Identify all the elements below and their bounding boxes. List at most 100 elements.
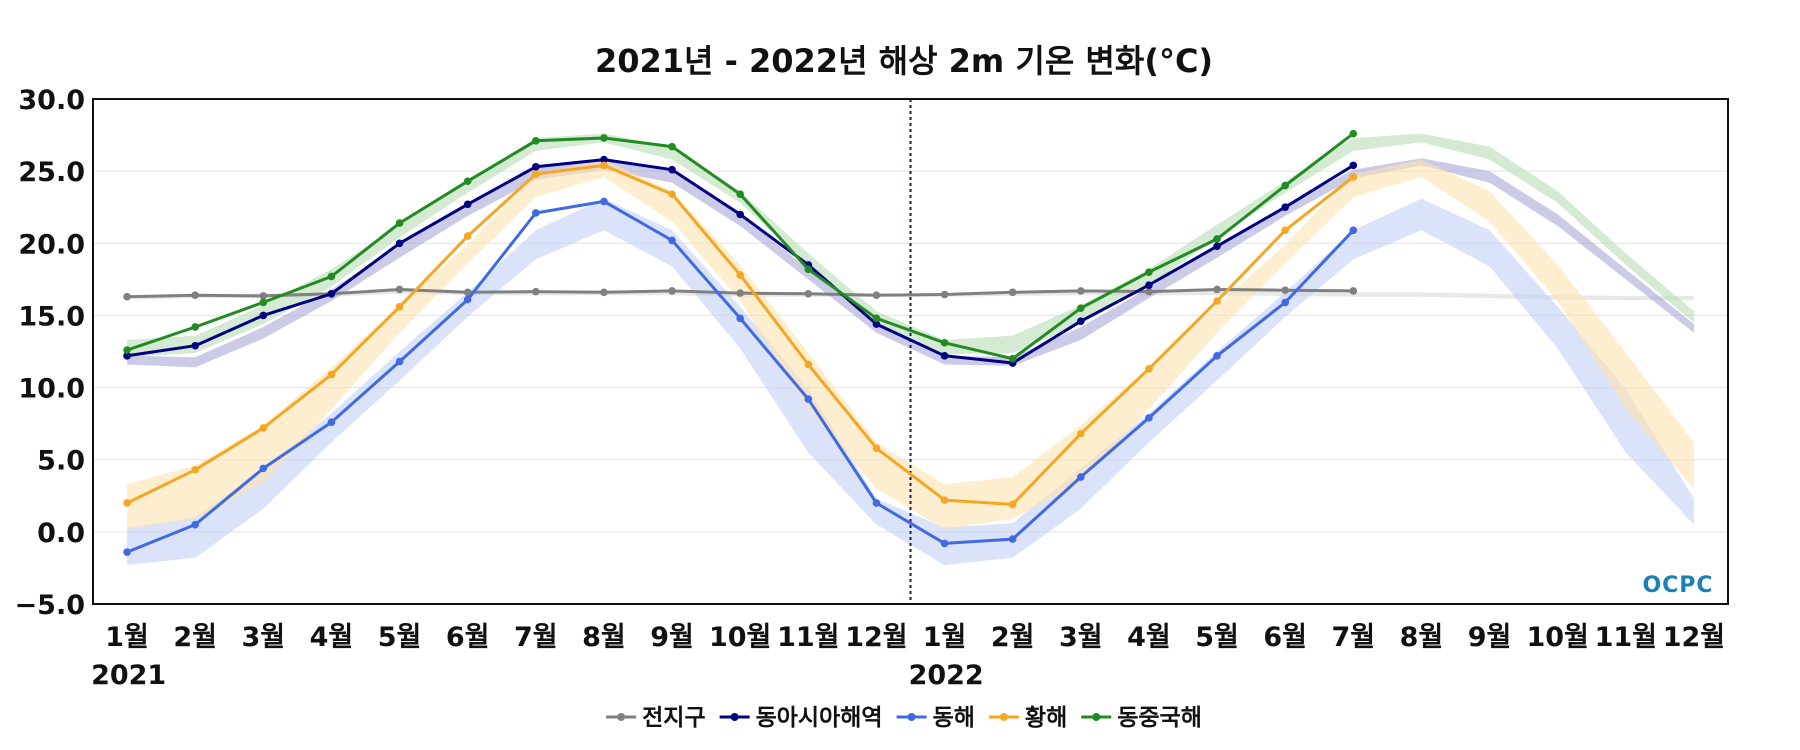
data-point	[1281, 226, 1289, 235]
x-tick-label: 9월	[1468, 622, 1512, 653]
ocpc-logo-text: OCPC	[1642, 573, 1713, 598]
x-tick-label: 7월	[1331, 622, 1375, 653]
data-point	[532, 209, 540, 217]
data-point	[872, 444, 881, 452]
data-point	[1281, 203, 1289, 212]
data-point	[668, 236, 676, 245]
x-tick-label: 12월	[1663, 622, 1725, 653]
data-point	[1077, 304, 1085, 313]
data-point	[1213, 242, 1221, 250]
legend-item: 동아시아해역	[719, 705, 883, 731]
ocpc-logo: OCPC	[1642, 573, 1713, 598]
x-tick-label: 9월	[650, 622, 694, 653]
data-point	[1077, 317, 1085, 326]
chart-title: 2021년 - 2022년 해상 2m 기온 변화(°C)	[595, 42, 1213, 80]
y-axis-ticks: 30.0 25.0 20.0 15.0 10.0 5.0 0.0 −5.0	[15, 85, 85, 621]
legend-swatch-marker	[999, 713, 1008, 721]
data-point	[395, 357, 404, 366]
x-tick-label: 12월	[845, 622, 907, 653]
data-point	[259, 298, 268, 307]
data-point	[123, 548, 131, 556]
data-point	[1349, 287, 1358, 295]
x-tick-label: 11월	[777, 622, 839, 653]
data-point	[872, 291, 881, 300]
data-point	[1145, 281, 1153, 289]
data-point	[940, 290, 949, 299]
legend-item: 동해	[896, 705, 975, 731]
legend-label: 동아시아해역	[756, 705, 883, 731]
data-point	[668, 142, 676, 151]
data-point	[940, 352, 949, 360]
data-point	[259, 424, 268, 432]
data-point	[463, 232, 472, 240]
x-tick-label: 11월	[1595, 622, 1657, 653]
data-point	[668, 287, 676, 295]
year-labels: 2021 2022	[91, 660, 984, 691]
data-point	[600, 161, 608, 170]
data-point	[532, 287, 540, 296]
data-point	[804, 289, 813, 298]
data-point	[1281, 286, 1289, 294]
data-point	[532, 170, 540, 178]
legend-swatch-marker	[730, 713, 739, 721]
data-point	[872, 320, 881, 328]
x-tick-label: 7월	[514, 622, 558, 653]
data-point	[327, 370, 336, 379]
data-point	[940, 339, 949, 347]
data-point	[123, 499, 131, 507]
data-point	[191, 341, 199, 350]
legend-item: 황해	[988, 705, 1067, 731]
data-point	[940, 496, 949, 504]
data-point	[191, 323, 199, 331]
data-point	[1008, 288, 1017, 297]
data-point	[395, 219, 404, 227]
data-point	[600, 134, 608, 142]
y-tick-label: −5.0	[15, 590, 85, 621]
data-point	[1213, 285, 1221, 294]
x-tick-label: 1월	[923, 622, 967, 653]
data-point	[395, 285, 404, 294]
data-point	[736, 314, 744, 323]
data-point	[191, 520, 199, 529]
data-point	[191, 466, 199, 474]
data-point	[1077, 429, 1085, 438]
data-point	[1145, 268, 1153, 276]
series-동중국해	[123, 129, 1358, 363]
data-point	[1349, 226, 1358, 235]
y-tick-label: 10.0	[18, 374, 85, 405]
data-point	[395, 302, 404, 311]
data-point	[1349, 129, 1358, 138]
legend-swatch-marker	[907, 713, 916, 721]
data-point	[1008, 354, 1017, 363]
y-tick-label: 20.0	[18, 229, 85, 260]
x-tick-label: 5월	[1195, 622, 1239, 653]
data-point	[327, 272, 336, 281]
legend: 전지구 동아시아해역 동해 황해 동중국해	[606, 705, 1202, 731]
data-point	[1213, 352, 1221, 360]
y-tick-label: 15.0	[18, 301, 85, 332]
data-point	[668, 190, 676, 199]
data-point	[1281, 298, 1289, 307]
data-point	[736, 210, 744, 219]
data-point	[1349, 161, 1358, 170]
x-tick-label: 8월	[1400, 622, 1444, 653]
data-point	[1349, 173, 1358, 181]
data-point	[872, 499, 881, 507]
data-point	[1008, 500, 1017, 509]
x-tick-label: 3월	[1059, 622, 1103, 653]
data-point	[1145, 414, 1153, 422]
legend-item: 동중국해	[1081, 705, 1202, 731]
x-tick-label: 8월	[582, 622, 626, 653]
data-point	[804, 395, 813, 403]
data-point	[804, 360, 813, 369]
x-tick-label: 5월	[378, 622, 422, 653]
data-point	[327, 418, 336, 427]
plot-frame	[92, 98, 1729, 605]
data-point	[1281, 181, 1289, 190]
data-point	[1145, 287, 1153, 296]
climatology-bands	[127, 133, 1694, 565]
legend-swatch-marker	[617, 713, 626, 721]
data-point	[736, 190, 744, 199]
series-동해	[123, 197, 1358, 556]
